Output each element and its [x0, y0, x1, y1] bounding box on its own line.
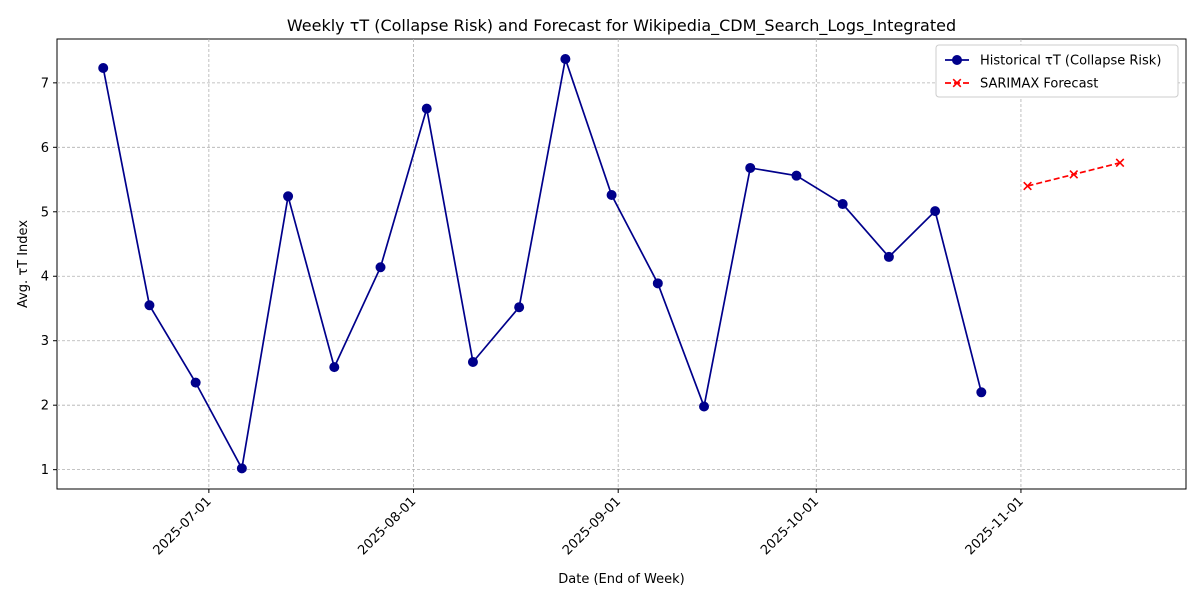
legend-marker — [952, 78, 962, 88]
x-axis-label: Date (End of Week) — [558, 572, 684, 587]
data-point — [976, 387, 987, 398]
data-point — [1023, 181, 1032, 191]
data-point — [745, 162, 756, 173]
series-group — [98, 53, 1125, 474]
data-point — [144, 300, 155, 311]
y-tick-label: 2 — [41, 399, 49, 414]
grid-lines — [57, 39, 1186, 489]
y-tick-label: 4 — [41, 270, 49, 285]
legend: Historical τT (Collapse Risk) SARIMAX For… — [935, 44, 1179, 98]
legend-label: Historical τT (Collapse Risk) — [980, 54, 1161, 69]
data-point — [514, 302, 525, 313]
data-point — [421, 103, 432, 114]
y-axis-ticks: 1 2 3 4 5 6 7 — [41, 76, 57, 478]
data-point — [699, 401, 710, 412]
x-tick-label: 2025-08-01 — [355, 494, 419, 558]
legend-item: SARIMAX Forecast — [945, 77, 1098, 92]
y-tick-label: 5 — [41, 205, 49, 220]
data-point — [791, 170, 802, 181]
x-tick-label: 2025-09-01 — [560, 494, 624, 558]
y-axis-label: Avg. τT Index — [16, 220, 31, 308]
plot-area — [56, 38, 1187, 490]
legend-label: SARIMAX Forecast — [980, 77, 1098, 92]
chart-title: Weekly τT (Collapse Risk) and Forecast f… — [287, 16, 956, 36]
data-point — [283, 191, 294, 202]
y-tick-label: 7 — [41, 76, 49, 91]
x-tick-label: 2025-10-01 — [758, 494, 822, 558]
data-point — [1115, 158, 1125, 168]
x-tick-label: 2025-07-01 — [151, 494, 215, 558]
data-point — [190, 377, 201, 388]
data-point — [329, 362, 340, 373]
data-point — [606, 190, 617, 201]
y-tick-label: 3 — [41, 334, 49, 349]
data-point — [1069, 170, 1079, 179]
data-point — [837, 199, 848, 210]
legend-marker-stroke — [952, 78, 962, 88]
series-1 — [1023, 158, 1125, 191]
data-point — [652, 278, 663, 289]
data-point-stroke — [1023, 181, 1032, 191]
data-point — [930, 206, 941, 217]
data-point — [98, 63, 109, 74]
data-point-stroke — [1115, 158, 1125, 168]
legend-box — [935, 44, 1179, 98]
data-point — [236, 463, 247, 474]
data-point — [883, 251, 894, 262]
y-tick-label: 6 — [41, 141, 49, 156]
x-axis-ticks: 2025-07-01 2025-08-01 2025-09-01 2025-10-01… — [151, 489, 1027, 558]
series-0 — [98, 53, 987, 474]
data-point — [560, 53, 571, 64]
series-line — [102, 55, 983, 471]
legend-items: Historical τT (Collapse Risk) SARIMAX For… — [945, 54, 1161, 92]
legend-marker — [952, 55, 962, 65]
y-tick-label: 1 — [41, 463, 49, 478]
x-tick-label: 2025-11-01 — [963, 494, 1027, 558]
legend-item: Historical τT (Collapse Risk) — [945, 54, 1161, 69]
data-point-stroke — [1069, 170, 1079, 179]
data-point — [375, 262, 386, 273]
data-point — [467, 356, 478, 367]
